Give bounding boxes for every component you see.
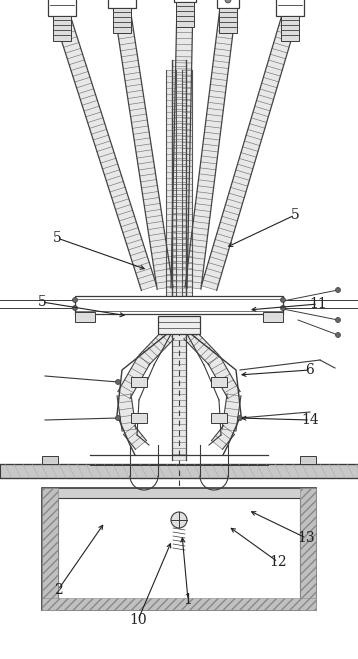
Circle shape [281,306,285,310]
Polygon shape [172,334,186,460]
Circle shape [335,318,340,322]
Text: 11: 11 [309,297,327,311]
Circle shape [73,306,77,310]
Text: 12: 12 [269,555,287,569]
Polygon shape [54,14,156,291]
Bar [211,413,227,423]
Polygon shape [114,7,173,289]
Polygon shape [166,70,176,298]
FancyBboxPatch shape [217,0,239,8]
Polygon shape [139,329,174,365]
Bar [48,0,76,16]
Bar [42,488,316,610]
Bar [42,598,316,610]
Bar [42,488,58,610]
Bar [42,456,58,464]
Bar [58,498,300,600]
FancyBboxPatch shape [174,0,196,2]
Bar [300,456,316,464]
Polygon shape [171,2,193,288]
Circle shape [225,0,231,3]
Polygon shape [172,60,186,298]
Polygon shape [182,70,192,298]
Circle shape [335,333,340,337]
Text: 5: 5 [53,231,61,245]
Text: 5: 5 [291,208,299,222]
Circle shape [281,297,285,302]
Polygon shape [208,357,240,399]
Bar [113,8,131,33]
Bar [53,16,71,41]
Circle shape [171,512,187,528]
Polygon shape [185,7,236,289]
Polygon shape [222,394,241,431]
Bar [300,488,316,610]
Text: 10: 10 [129,613,147,627]
Bar [108,0,136,8]
Polygon shape [184,329,219,365]
Text: 5: 5 [38,295,47,309]
Bar [75,312,95,322]
Polygon shape [124,426,146,449]
Text: 13: 13 [297,531,315,545]
Bar [131,413,147,423]
Text: 1: 1 [184,593,193,607]
Circle shape [116,380,121,384]
Circle shape [335,287,340,293]
Bar [276,0,304,16]
Polygon shape [118,357,150,399]
Text: 14: 14 [301,413,319,427]
Bar [176,2,194,27]
Circle shape [116,416,121,420]
Bar [211,377,227,387]
Text: 2: 2 [54,583,62,597]
Bar [131,377,147,387]
Circle shape [73,297,77,302]
Bar [263,312,283,322]
Bar [158,316,200,334]
Text: 6: 6 [306,363,314,377]
Polygon shape [201,14,297,290]
Polygon shape [117,394,136,431]
Bar [75,296,283,314]
Bar [281,16,299,41]
Circle shape [237,416,242,420]
Bar [0,464,358,478]
Bar [219,8,237,33]
Polygon shape [212,426,234,449]
